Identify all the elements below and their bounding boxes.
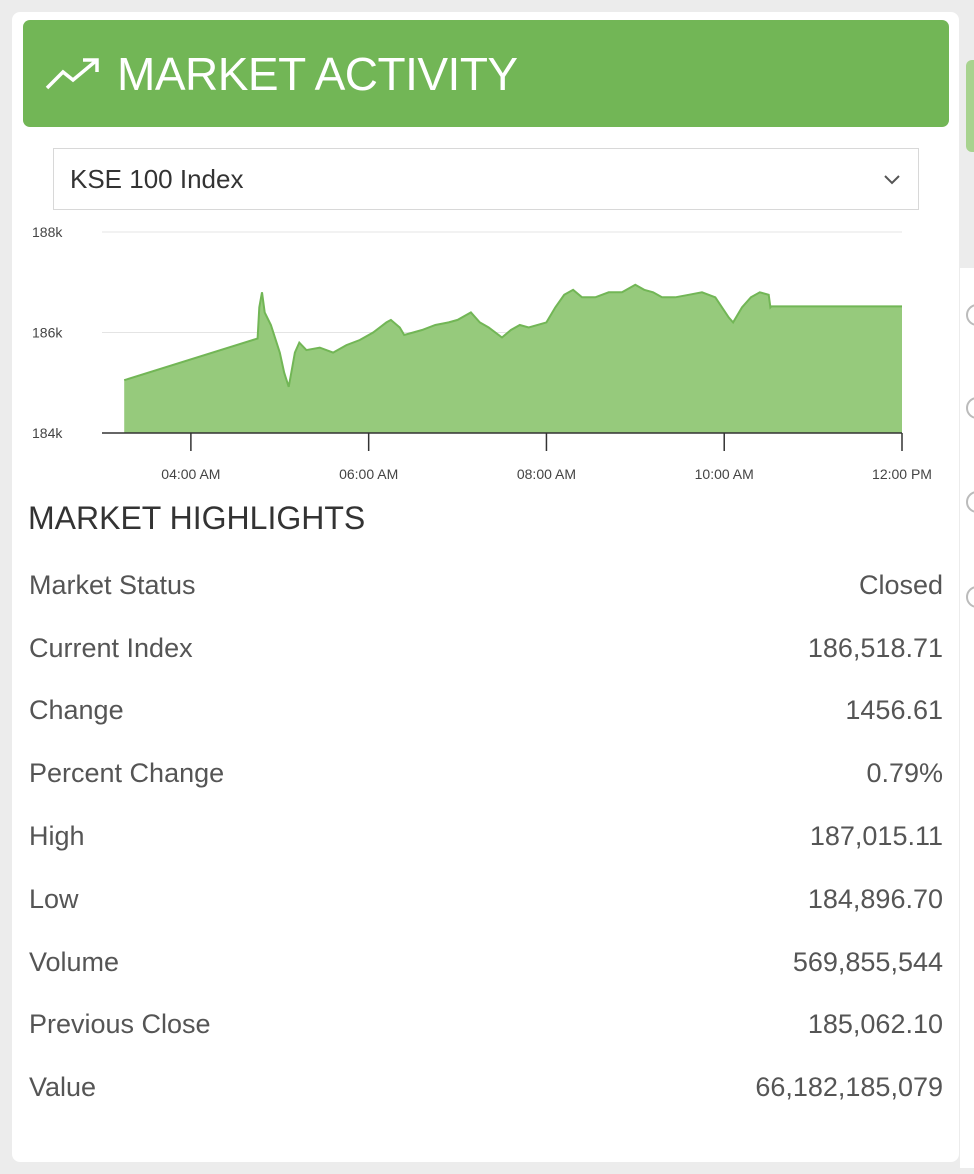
highlight-label: High bbox=[29, 821, 85, 852]
x-tick-label: 04:00 AM bbox=[161, 466, 220, 482]
highlight-value: 185,062.10 bbox=[807, 1009, 943, 1040]
x-tick-label: 08:00 AM bbox=[517, 466, 576, 482]
highlight-row: Low 184,896.70 bbox=[29, 868, 943, 931]
side-tab[interactable] bbox=[966, 60, 974, 152]
highlight-label: Market Status bbox=[29, 569, 196, 600]
highlight-label: Value bbox=[29, 1072, 97, 1103]
x-tick-label: 12:00 PM bbox=[872, 466, 932, 482]
y-tick-label: 186k bbox=[32, 325, 63, 341]
y-tick-label: 188k bbox=[32, 224, 63, 240]
chevron-down-icon bbox=[884, 175, 900, 185]
highlight-label: Volume bbox=[29, 946, 120, 977]
highlight-label: Previous Close bbox=[29, 1009, 211, 1040]
highlights-table: Market Status Closed Current Index 186,518.… bbox=[29, 554, 943, 1119]
market-activity-header: MARKET ACTIVITY bbox=[23, 20, 949, 127]
page-title: MARKET ACTIVITY bbox=[117, 47, 518, 100]
highlight-label: Percent Change bbox=[29, 758, 225, 789]
highlight-value: 186,518.71 bbox=[807, 632, 943, 663]
highlight-row: Previous Close 185,062.10 bbox=[29, 994, 943, 1057]
index-area bbox=[124, 284, 902, 433]
index-select[interactable]: KSE 100 Index bbox=[53, 148, 919, 210]
index-select-value: KSE 100 Index bbox=[70, 163, 244, 194]
highlight-value: 1456.61 bbox=[845, 695, 943, 726]
highlight-label: Current Index bbox=[29, 632, 193, 663]
highlight-value: 0.79% bbox=[866, 758, 943, 789]
market-activity-card: MARKET ACTIVITY KSE 100 Index 188k 186k 18… bbox=[12, 12, 959, 1162]
highlight-row: High 187,015.11 bbox=[29, 805, 943, 868]
market-highlights-title: MARKET HIGHLIGHTS bbox=[28, 500, 366, 536]
highlight-value: Closed bbox=[858, 569, 943, 600]
highlight-label: Low bbox=[29, 883, 79, 914]
trending-up-icon bbox=[45, 57, 99, 89]
x-tick-label: 06:00 AM bbox=[339, 466, 398, 482]
index-chart: 188k 186k 184k 04:00 AM 06:00 AM 08:00 AM 10:0… bbox=[32, 224, 932, 482]
highlight-label: Change bbox=[29, 695, 124, 726]
highlight-value: 66,182,185,079 bbox=[755, 1072, 943, 1103]
highlight-row: Volume 569,855,544 bbox=[29, 931, 943, 994]
highlight-row: Change 1456.61 bbox=[29, 680, 943, 743]
highlight-row: Market Status Closed bbox=[29, 554, 943, 617]
highlight-row: Current Index 186,518.71 bbox=[29, 617, 943, 680]
highlight-value: 187,015.11 bbox=[809, 821, 943, 852]
highlight-row: Value 66,182,185,079 bbox=[29, 1056, 943, 1119]
x-tick-label: 10:00 AM bbox=[695, 466, 754, 482]
index-line bbox=[123, 283, 902, 388]
y-tick-label: 184k bbox=[32, 425, 63, 441]
highlight-value: 184,896.70 bbox=[807, 883, 943, 914]
highlight-value: 569,855,544 bbox=[792, 946, 943, 977]
highlight-row: Percent Change 0.79% bbox=[29, 742, 943, 805]
